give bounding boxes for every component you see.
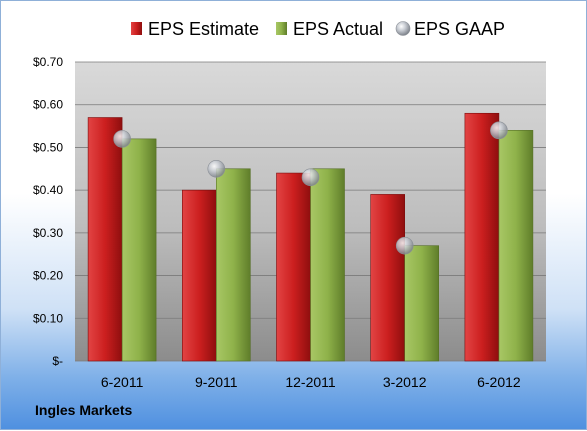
bar-eps-actual bbox=[121, 138, 157, 362]
bar-eps-estimate bbox=[182, 189, 217, 362]
gaap-marker bbox=[490, 121, 508, 140]
y-tick-label: $0.50 bbox=[33, 140, 63, 154]
bar-eps-estimate bbox=[87, 117, 123, 362]
x-tick-label: 9-2011 bbox=[195, 374, 238, 390]
bar-eps-actual bbox=[216, 168, 251, 362]
y-tick-label: $0.10 bbox=[33, 311, 63, 325]
legend-swatch bbox=[395, 21, 411, 36]
bar-eps-estimate bbox=[370, 194, 406, 362]
y-tick-label: $0.70 bbox=[33, 55, 63, 69]
bar-eps-estimate bbox=[464, 112, 500, 362]
bar-eps-actual bbox=[310, 168, 345, 362]
x-tick-label: 6-2011 bbox=[101, 374, 144, 390]
legend-label: EPS Actual bbox=[293, 19, 383, 39]
company-name: Ingles Markets bbox=[35, 402, 133, 418]
y-tick-label: $0.20 bbox=[33, 269, 63, 283]
bars bbox=[87, 112, 534, 362]
bar-eps-actual bbox=[404, 245, 440, 362]
gaap-marker bbox=[113, 130, 131, 148]
legend-label: EPS GAAP bbox=[414, 19, 505, 39]
x-tick-label: 6-2012 bbox=[477, 374, 521, 390]
x-tick-label: 3-2012 bbox=[383, 374, 427, 390]
gaap-marker bbox=[301, 168, 320, 187]
bar-eps-estimate bbox=[276, 172, 311, 362]
y-tick-label: $0.30 bbox=[33, 226, 63, 240]
gaap-marker bbox=[395, 236, 414, 255]
x-axis: 6-2011 9-2011 12-2011 3-2012 6-2012 bbox=[101, 374, 521, 390]
legend-swatch bbox=[131, 22, 142, 35]
gaap-marker bbox=[207, 159, 226, 178]
bar-eps-actual bbox=[498, 130, 534, 362]
legend-swatch bbox=[276, 22, 287, 35]
y-tick-label: $0.60 bbox=[33, 98, 63, 112]
legend-label: EPS Estimate bbox=[148, 19, 259, 39]
x-tick-label: 12-2011 bbox=[285, 374, 336, 390]
y-tick-label: $0.40 bbox=[33, 183, 63, 197]
y-tick-label: $- bbox=[52, 354, 63, 368]
y-axis: $- $0.10 $0.20 $0.30 $0.40 $0.50 $0.60 $0.70 bbox=[33, 55, 63, 368]
gaap-markers bbox=[113, 121, 508, 255]
legend: EPS Estimate EPS Actual EPS GAAP bbox=[131, 19, 505, 39]
